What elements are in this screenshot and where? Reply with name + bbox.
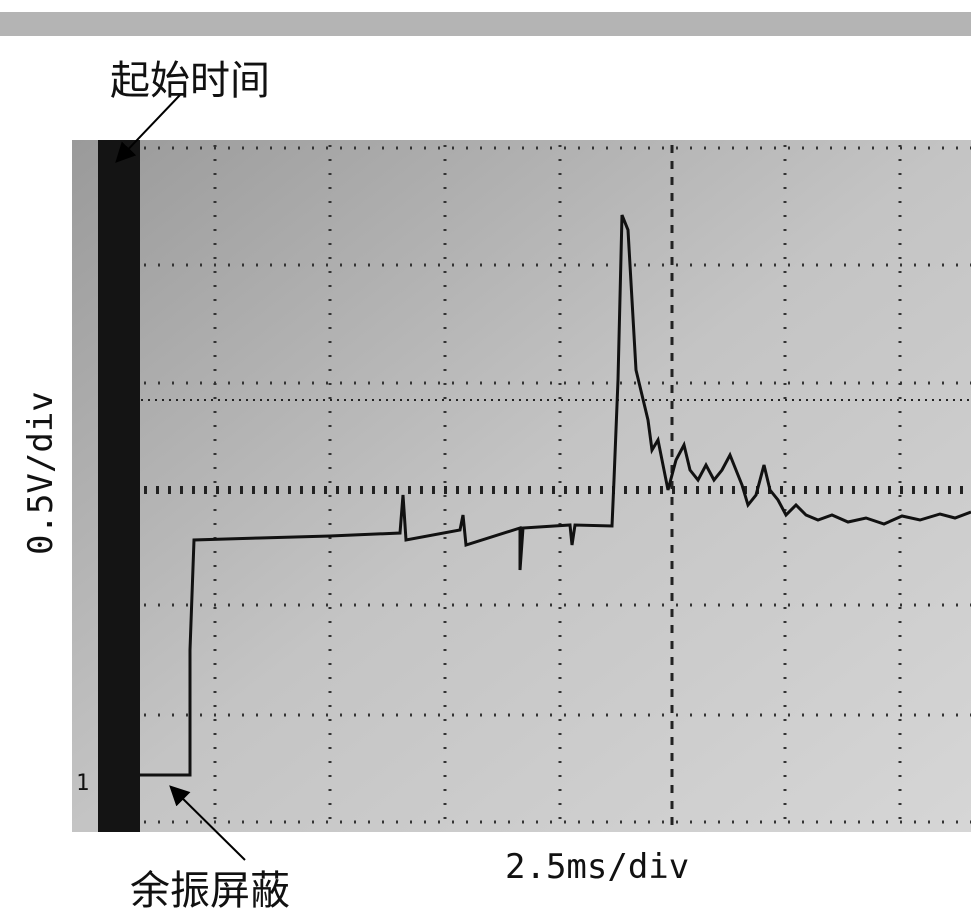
arrow	[169, 785, 246, 861]
blanking-bar	[98, 140, 140, 832]
start-time-label: 起始时间	[110, 58, 270, 104]
blanking-label: 余振屏蔽	[130, 868, 290, 914]
vertical-scale-label: 0.5V/div	[21, 391, 61, 555]
time-scale-label: 2.5ms/div	[505, 847, 689, 887]
arrow	[115, 94, 181, 163]
waveform	[140, 214, 971, 777]
top-bar	[0, 12, 971, 36]
channel-marker: 1	[76, 771, 89, 796]
center-axes	[120, 145, 971, 830]
grid	[130, 145, 971, 830]
scope-screen	[72, 140, 971, 832]
